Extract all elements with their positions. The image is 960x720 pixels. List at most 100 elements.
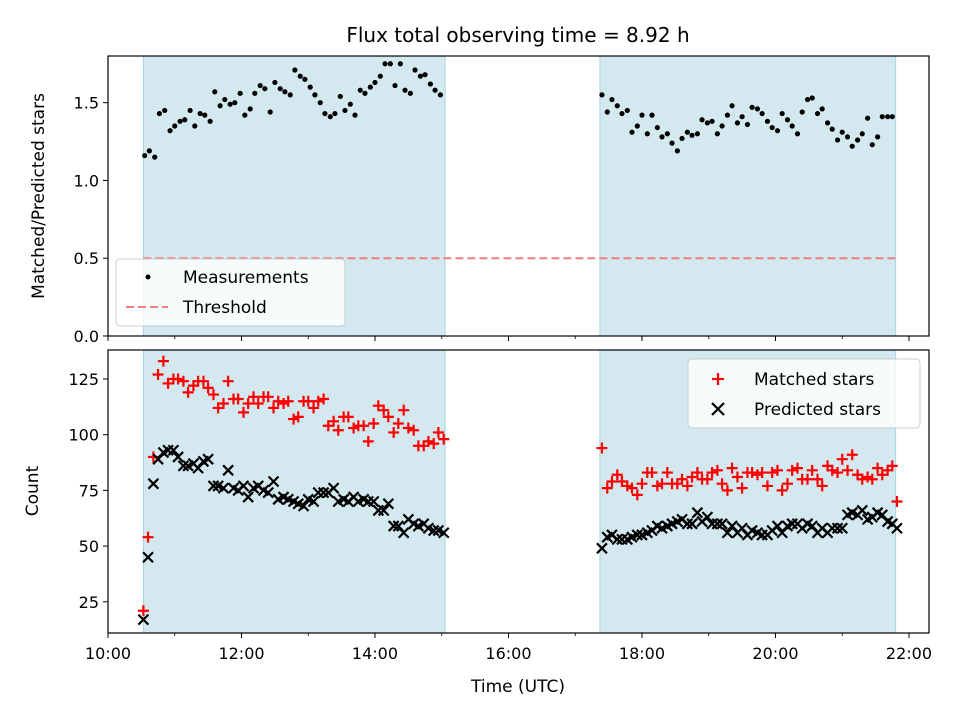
measurement-point [649,112,655,118]
measurement-point [232,100,238,106]
predicted-star-point [327,482,340,494]
measurement-point [684,129,690,135]
measurement-point [217,103,223,109]
predicted-star-point [437,526,450,539]
matched-star-point [802,473,814,485]
observing-interval-shade [599,55,897,337]
measurement-point [202,112,208,118]
matched-star-point [137,605,149,617]
measurement-point [604,109,610,115]
y-tick-label: 100 [68,426,99,445]
measurement-point [397,61,403,67]
measurement-point [854,137,861,143]
measurement-point [182,117,188,123]
measurement-point [172,123,178,129]
predicted-star-point [242,491,254,503]
measurement-point [317,100,323,106]
matched-star-point [866,473,878,485]
measurement-point [146,148,152,154]
legend-label-threshold: Threshold [182,298,267,318]
measurement-point [829,126,835,132]
predicted-star-point [716,518,728,530]
measurement-point [247,106,253,112]
predicted-star-point [377,504,390,517]
measurement-point [192,123,198,129]
predicted-star-point [267,475,280,488]
matched-star-point [388,426,400,438]
legend-marker-measurements [145,274,151,280]
matched-star-point [202,382,214,394]
measurement-point [312,92,318,98]
matched-star-point [872,462,884,474]
measurement-point [774,128,781,134]
matched-star-point [402,422,414,434]
matched-star-point [362,435,374,447]
measurement-point [734,120,741,126]
measurement-point [162,107,168,114]
measurement-point [799,109,805,115]
measurement-point [277,86,283,92]
matched-star-point [766,467,778,479]
predicted-star-point [891,522,903,535]
measurement-point [287,92,293,98]
y-tick-label: 1.5 [74,94,99,113]
predicted-star-point [217,482,230,494]
measurement-point [187,107,193,114]
predicted-star-point [137,613,150,626]
matched-star-point [711,464,723,476]
panel-top-y-axis: 0.0 0.5 1.0 1.5 [74,94,108,346]
matched-star-point [611,469,623,481]
measurement-point [297,73,303,79]
panel-top: 0.0 0.5 1.0 1.5 Matched/Predicted stars Mea… [29,55,930,346]
predicted-star-point [611,533,624,546]
panel-bottom-points [137,355,903,626]
matched-star-point [392,418,404,430]
panel-bottom-frame [107,349,930,634]
measurement-point [729,103,735,109]
measurement-point [207,118,213,124]
y-tick-label: 1.0 [74,171,99,190]
matched-star-point [756,467,768,479]
x-tick-label: 20:00 [752,644,798,663]
measurement-point [614,103,620,109]
legend-label-matched: Matched stars [754,370,874,390]
measurement-point [212,89,218,95]
legend-label-predicted: Predicted stars [754,400,881,420]
measurement-point [237,90,243,96]
measurement-point [302,76,308,82]
matched-star-point [761,480,773,492]
measurement-point [407,90,413,96]
matched-star-point [308,402,320,414]
panel-bottom-y-axis: 25 50 75 100 125 [68,370,108,612]
panel-top-frame [107,55,930,337]
measurement-point [177,118,183,124]
matched-star-point [736,482,748,494]
matched-star-point [237,406,249,418]
measurement-point [709,118,715,124]
matched-star-point [302,395,314,407]
matched-star-point [438,433,450,445]
panel-bottom-ylabel: Count [23,465,43,516]
legend-label-measurements: Measurements [183,268,309,288]
y-tick-label: 25 [79,593,99,612]
panel-bottom-x-axis: 10:00 12:00 14:00 16:00 18:00 20:00 22:00 [85,633,932,663]
matched-star-point [382,411,394,423]
matched-star-point [262,391,274,403]
measurement-point [744,121,751,128]
y-tick-label: 75 [79,481,99,500]
measurement-point [844,134,851,140]
matched-star-point [432,426,444,438]
predicted-star-point [167,444,180,457]
matched-star-point [716,478,728,490]
matched-star-point [646,467,658,479]
matched-star-point [731,471,743,483]
matched-star-point [676,473,688,485]
measurement-point [624,107,630,114]
predicted-star-point [222,464,234,477]
measurement-point [769,124,775,131]
predicted-star-point [596,542,608,555]
predicted-star-point [307,495,320,508]
measurement-point [377,73,383,79]
measurement-point [629,129,635,135]
